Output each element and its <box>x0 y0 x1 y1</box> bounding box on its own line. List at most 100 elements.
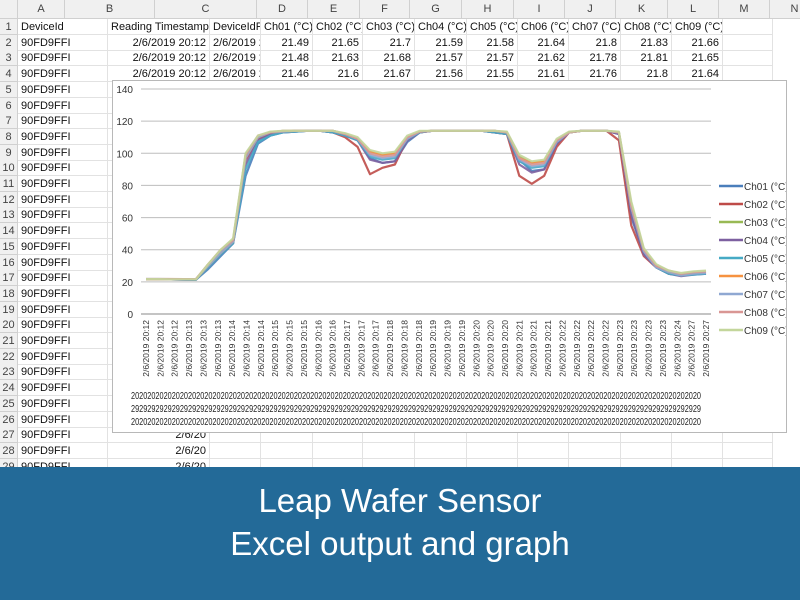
cell[interactable]: 21.64 <box>518 34 569 51</box>
row-number[interactable]: 15 <box>0 238 18 255</box>
cell[interactable] <box>363 442 415 459</box>
cell[interactable]: 2/6/2019 20:12 <box>108 50 210 67</box>
row-number[interactable]: 3 <box>0 50 18 67</box>
row-number[interactable]: 16 <box>0 254 18 271</box>
cell[interactable]: 90FD9FFI <box>18 34 108 51</box>
row-number[interactable]: 23 <box>0 364 18 381</box>
cell[interactable] <box>363 427 415 444</box>
cell[interactable]: 90FD9FFI <box>18 66 108 83</box>
cell[interactable]: 2/6/2019 20:12 <box>210 50 261 67</box>
row-number[interactable]: 9 <box>0 144 18 161</box>
cell[interactable]: 2/6/20 <box>108 442 210 459</box>
cell[interactable]: 90FD9FFI <box>18 176 108 192</box>
cell[interactable]: 90FD9FFI <box>18 207 108 224</box>
cell[interactable] <box>569 442 621 459</box>
cell[interactable] <box>313 427 363 444</box>
cell[interactable] <box>518 442 569 459</box>
cell[interactable]: 90FD9FFI <box>18 113 108 130</box>
column-header-I[interactable]: I <box>514 0 565 19</box>
cell[interactable]: 90FD9FFI <box>18 254 108 271</box>
cell[interactable] <box>415 427 467 444</box>
cell[interactable]: 2/6/20 <box>108 458 210 470</box>
row-number[interactable]: 24 <box>0 380 18 397</box>
cell[interactable]: 21.65 <box>313 34 363 51</box>
cell[interactable] <box>261 427 313 444</box>
cell[interactable]: 21.68 <box>363 50 415 67</box>
column-header-M[interactable]: M <box>719 0 770 19</box>
column-title[interactable]: DeviceId <box>18 19 108 35</box>
cell[interactable]: 21.66 <box>672 34 723 51</box>
cell[interactable] <box>313 442 363 459</box>
row-number[interactable]: 29 <box>0 458 18 470</box>
cell[interactable]: 90FD9FFI <box>18 427 108 444</box>
column-header-H[interactable]: H <box>462 0 514 19</box>
cell[interactable]: 90FD9FFI <box>18 50 108 67</box>
cell[interactable] <box>621 458 672 470</box>
cell[interactable]: 21.8 <box>569 34 621 51</box>
cell[interactable] <box>672 442 723 459</box>
row-number[interactable]: 11 <box>0 176 18 192</box>
row-number[interactable]: 28 <box>0 442 18 459</box>
cell[interactable] <box>363 458 415 470</box>
cell[interactable] <box>210 458 261 470</box>
cell[interactable] <box>621 442 672 459</box>
column-title[interactable]: Ch03 (°C) <box>363 19 415 35</box>
cell[interactable]: 90FD9FFI <box>18 364 108 381</box>
cell[interactable]: 21.83 <box>621 34 672 51</box>
cell[interactable]: 90FD9FFI <box>18 238 108 255</box>
cell[interactable] <box>415 442 467 459</box>
cell[interactable]: 90FD9FFI <box>18 333 108 349</box>
cell[interactable] <box>723 442 773 459</box>
cell[interactable]: 90FD9FFI <box>18 128 108 145</box>
cell[interactable]: 90FD9FFI <box>18 411 108 428</box>
column-title[interactable]: DeviceIdReceived Time <box>210 19 261 35</box>
cell[interactable]: 90FD9FFI <box>18 270 108 287</box>
cell[interactable]: 21.63 <box>313 50 363 67</box>
row-number[interactable]: 7 <box>0 113 18 130</box>
cell[interactable]: 21.7 <box>363 34 415 51</box>
cell[interactable]: 21.81 <box>621 50 672 67</box>
column-title[interactable]: Ch08 (°C) <box>621 19 672 35</box>
row-number[interactable]: 8 <box>0 128 18 145</box>
cell[interactable] <box>210 442 261 459</box>
row-number[interactable]: 10 <box>0 160 18 177</box>
cell[interactable]: 90FD9FFI <box>18 81 108 98</box>
cell[interactable] <box>518 427 569 444</box>
cell[interactable] <box>467 427 518 444</box>
column-title[interactable]: Ch04 (°C) <box>415 19 467 35</box>
cell[interactable]: 90FD9FFI <box>18 285 108 302</box>
cell[interactable] <box>723 50 773 67</box>
cell[interactable]: 90FD9FFI <box>18 348 108 365</box>
line-chart[interactable]: 0 20 40 60 80 100 120 140 2/6/2019 20:12 2/6/2019… <box>112 80 789 433</box>
column-header-D[interactable]: D <box>257 0 308 19</box>
cell[interactable] <box>518 458 569 470</box>
column-header-E[interactable]: E <box>308 0 360 19</box>
cell[interactable]: 90FD9FFI <box>18 160 108 177</box>
column-title[interactable] <box>723 19 773 35</box>
cell[interactable]: 21.58 <box>467 34 518 51</box>
cell[interactable]: 90FD9FFI <box>18 458 108 470</box>
row-number[interactable]: 22 <box>0 348 18 365</box>
row-number[interactable]: 6 <box>0 97 18 114</box>
cell[interactable]: 90FD9FFI <box>18 380 108 397</box>
cell[interactable] <box>261 458 313 470</box>
cell[interactable]: 90FD9FFI <box>18 191 108 208</box>
cell[interactable] <box>210 427 261 444</box>
cell[interactable]: 21.78 <box>569 50 621 67</box>
cell[interactable] <box>467 442 518 459</box>
cell[interactable]: 90FD9FFI <box>18 97 108 114</box>
row-number[interactable]: 17 <box>0 270 18 287</box>
column-header-C[interactable]: C <box>155 0 257 19</box>
row-number[interactable]: 12 <box>0 191 18 208</box>
cell[interactable]: 2/6/2019 20:12 <box>210 34 261 51</box>
row-number[interactable]: 25 <box>0 395 18 412</box>
cell[interactable]: 90FD9FFI <box>18 144 108 161</box>
cell[interactable] <box>621 427 672 444</box>
cell[interactable]: 21.48 <box>261 50 313 67</box>
column-header-J[interactable]: J <box>565 0 616 19</box>
column-title[interactable]: Ch01 (°C) <box>261 19 313 35</box>
cell[interactable]: 21.65 <box>672 50 723 67</box>
cell[interactable] <box>415 458 467 470</box>
select-all-corner[interactable] <box>0 0 18 19</box>
column-title[interactable]: Ch06 (°C) <box>518 19 569 35</box>
